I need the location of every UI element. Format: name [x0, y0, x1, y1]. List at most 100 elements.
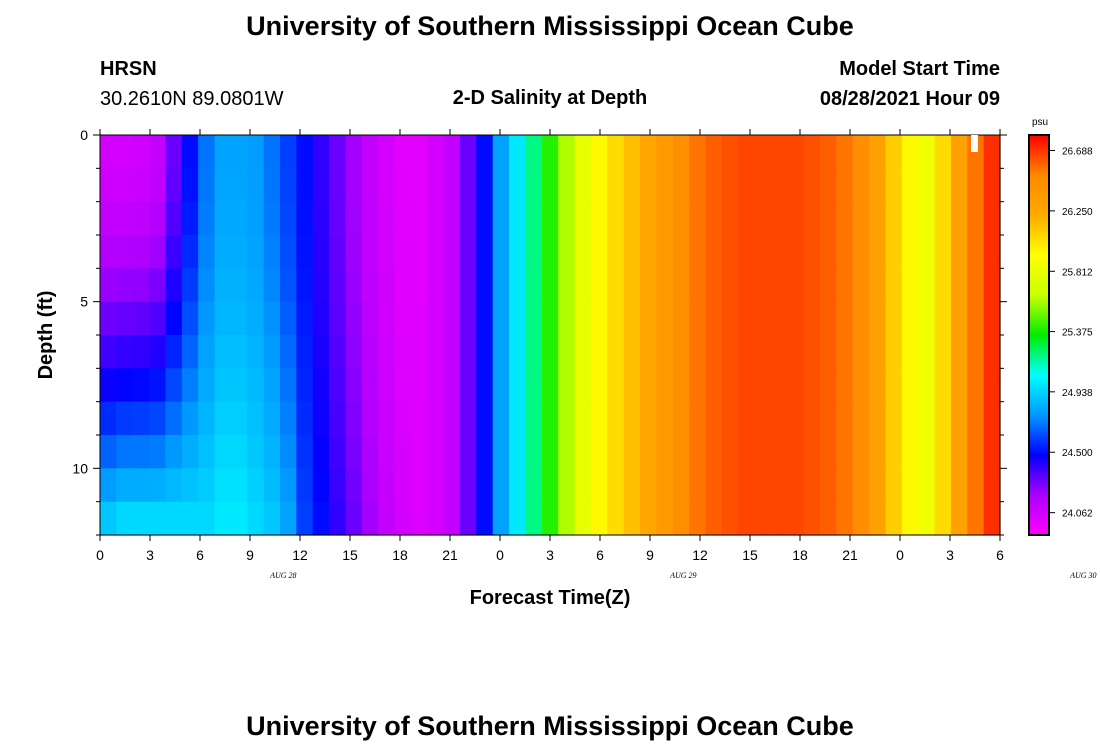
heatmap-cell [460, 435, 477, 469]
heatmap-cell [280, 368, 297, 403]
heatmap-cell [640, 235, 657, 269]
heatmap-cell [100, 368, 117, 403]
heatmap-cell [509, 268, 527, 303]
heatmap-cell [901, 435, 919, 469]
heatmap-cell [967, 401, 985, 436]
heatmap-cell [640, 268, 657, 303]
colorbar-tick-label: 25.375 [1062, 328, 1093, 339]
heatmap-cell [509, 201, 527, 236]
heatmap-cell [427, 468, 445, 503]
heatmap-cell [181, 468, 199, 503]
heatmap-cell [918, 301, 936, 336]
heatmap-cell [754, 435, 772, 469]
heatmap-cell [983, 335, 1001, 369]
heatmap-cell [214, 201, 232, 236]
heatmap-cell [525, 401, 543, 436]
heatmap-cell [934, 468, 952, 503]
heatmap-cell [820, 435, 837, 469]
heatmap-cell [165, 401, 183, 436]
heatmap-cell [640, 501, 657, 536]
heatmap-cell [590, 368, 608, 403]
heatmap-cell [492, 201, 510, 236]
heatmap-cell [525, 335, 543, 369]
x-tick-label: 0 [896, 547, 904, 563]
heatmap-cell [378, 368, 396, 403]
heatmap-cell [345, 468, 363, 503]
heatmap-cell [820, 501, 837, 536]
heatmap-cell [721, 235, 739, 269]
heatmap-cell [492, 168, 510, 203]
heatmap-cell [803, 268, 821, 303]
heatmap-cell [312, 435, 330, 469]
heatmap-cell [116, 135, 134, 169]
heatmap-cell [672, 401, 690, 436]
heatmap-cell [672, 468, 690, 503]
heatmap-cell [132, 168, 150, 203]
heatmap-cell [623, 468, 641, 503]
heatmap-cell [263, 368, 281, 403]
heatmap-cell [820, 135, 837, 169]
heatmap-cell [427, 301, 445, 336]
heatmap-cell [787, 135, 805, 169]
heatmap-cell [672, 235, 690, 269]
heatmap-cell [574, 368, 592, 403]
heatmap-cell [345, 435, 363, 469]
heatmap-cell [280, 435, 297, 469]
heatmap-cell [263, 235, 281, 269]
heatmap-cell [329, 368, 347, 403]
heatmap-cell [672, 435, 690, 469]
x-tick-label: 15 [342, 547, 358, 563]
heatmap-cell [329, 235, 347, 269]
heatmap-cell [329, 201, 347, 236]
heatmap-cell [116, 168, 134, 203]
heatmap-cell [574, 335, 592, 369]
heatmap-cell [934, 201, 952, 236]
x-axis-label: Forecast Time(Z) [470, 587, 631, 609]
heatmap-cell [280, 268, 297, 303]
heatmap-cell [918, 168, 936, 203]
heatmap-cell [934, 335, 952, 369]
heatmap-cell [378, 268, 396, 303]
heatmap-cell [836, 235, 854, 269]
heatmap-cell [149, 401, 167, 436]
heatmap-cell [607, 368, 625, 403]
heatmap-cell [541, 335, 559, 369]
heatmap-cell [394, 501, 412, 536]
heatmap-cell [787, 368, 805, 403]
heatmap-cell [967, 268, 985, 303]
heatmap-cell [181, 135, 199, 169]
heatmap-cell [918, 501, 936, 536]
heatmap-cell [247, 135, 265, 169]
heatmap-cell [460, 301, 477, 336]
heatmap-cell [754, 135, 772, 169]
heatmap-cell [885, 468, 903, 503]
heatmap-cell [132, 401, 150, 436]
heatmap-cell [705, 201, 723, 236]
heatmap-cell [787, 268, 805, 303]
heatmap-cell [705, 468, 723, 503]
heatmap-cell [983, 135, 1001, 169]
heatmap-cell [312, 168, 330, 203]
heatmap-cell [165, 335, 183, 369]
heatmap-cell [509, 401, 527, 436]
heatmap-cell [721, 501, 739, 536]
heatmap-cell [656, 368, 674, 403]
heatmap-cell [509, 368, 527, 403]
heatmap-cell [852, 401, 870, 436]
heatmap-cell [116, 235, 134, 269]
heatmap-cell [721, 368, 739, 403]
heatmap-cell [132, 268, 150, 303]
heatmap-cell [607, 168, 625, 203]
heatmap-cell [492, 268, 510, 303]
heatmap-cell [541, 501, 559, 536]
heatmap-cell [607, 301, 625, 336]
heatmap-cell [263, 335, 281, 369]
heatmap-cell [214, 235, 232, 269]
heatmap-cell [509, 168, 527, 203]
heatmap-cell [100, 435, 117, 469]
heatmap-cell [443, 368, 461, 403]
heatmap-cell [100, 335, 117, 369]
heatmap-cell [574, 301, 592, 336]
heatmap-cell [100, 301, 117, 336]
heatmap-cell [181, 401, 199, 436]
